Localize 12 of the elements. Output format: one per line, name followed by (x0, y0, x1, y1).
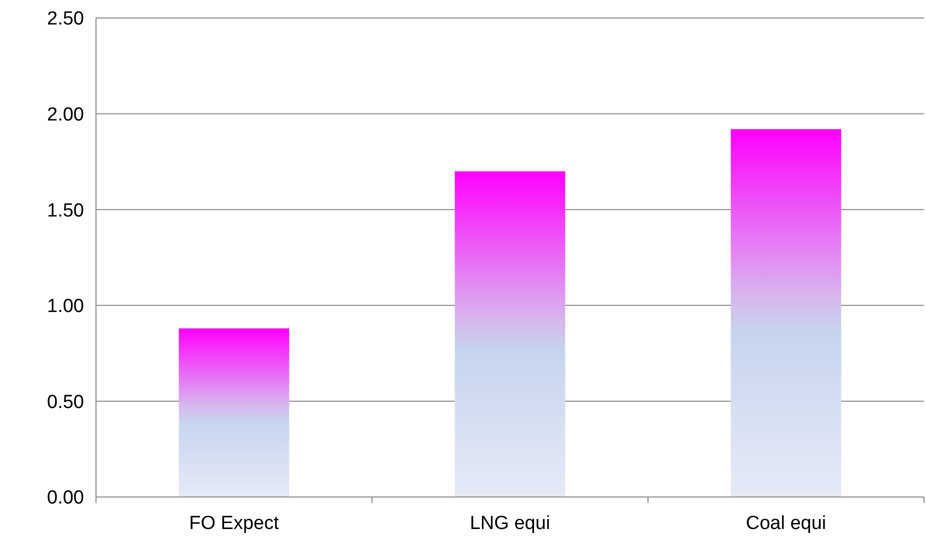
x-tick-label: LNG equi (470, 513, 550, 534)
bar (730, 129, 842, 497)
y-tick-label: 1.50 (47, 200, 84, 222)
y-tick-label: 0.00 (47, 488, 84, 509)
x-tick-label: FO Expect (189, 513, 280, 534)
y-tick-label: 2.50 (47, 8, 84, 30)
y-tick-label: 1.00 (47, 296, 84, 318)
bar (178, 328, 290, 497)
y-tick-label: 2.00 (47, 104, 84, 126)
x-tick-label: Coal equi (746, 513, 826, 534)
y-tick-label: 0.50 (47, 392, 84, 413)
bar (454, 171, 566, 497)
